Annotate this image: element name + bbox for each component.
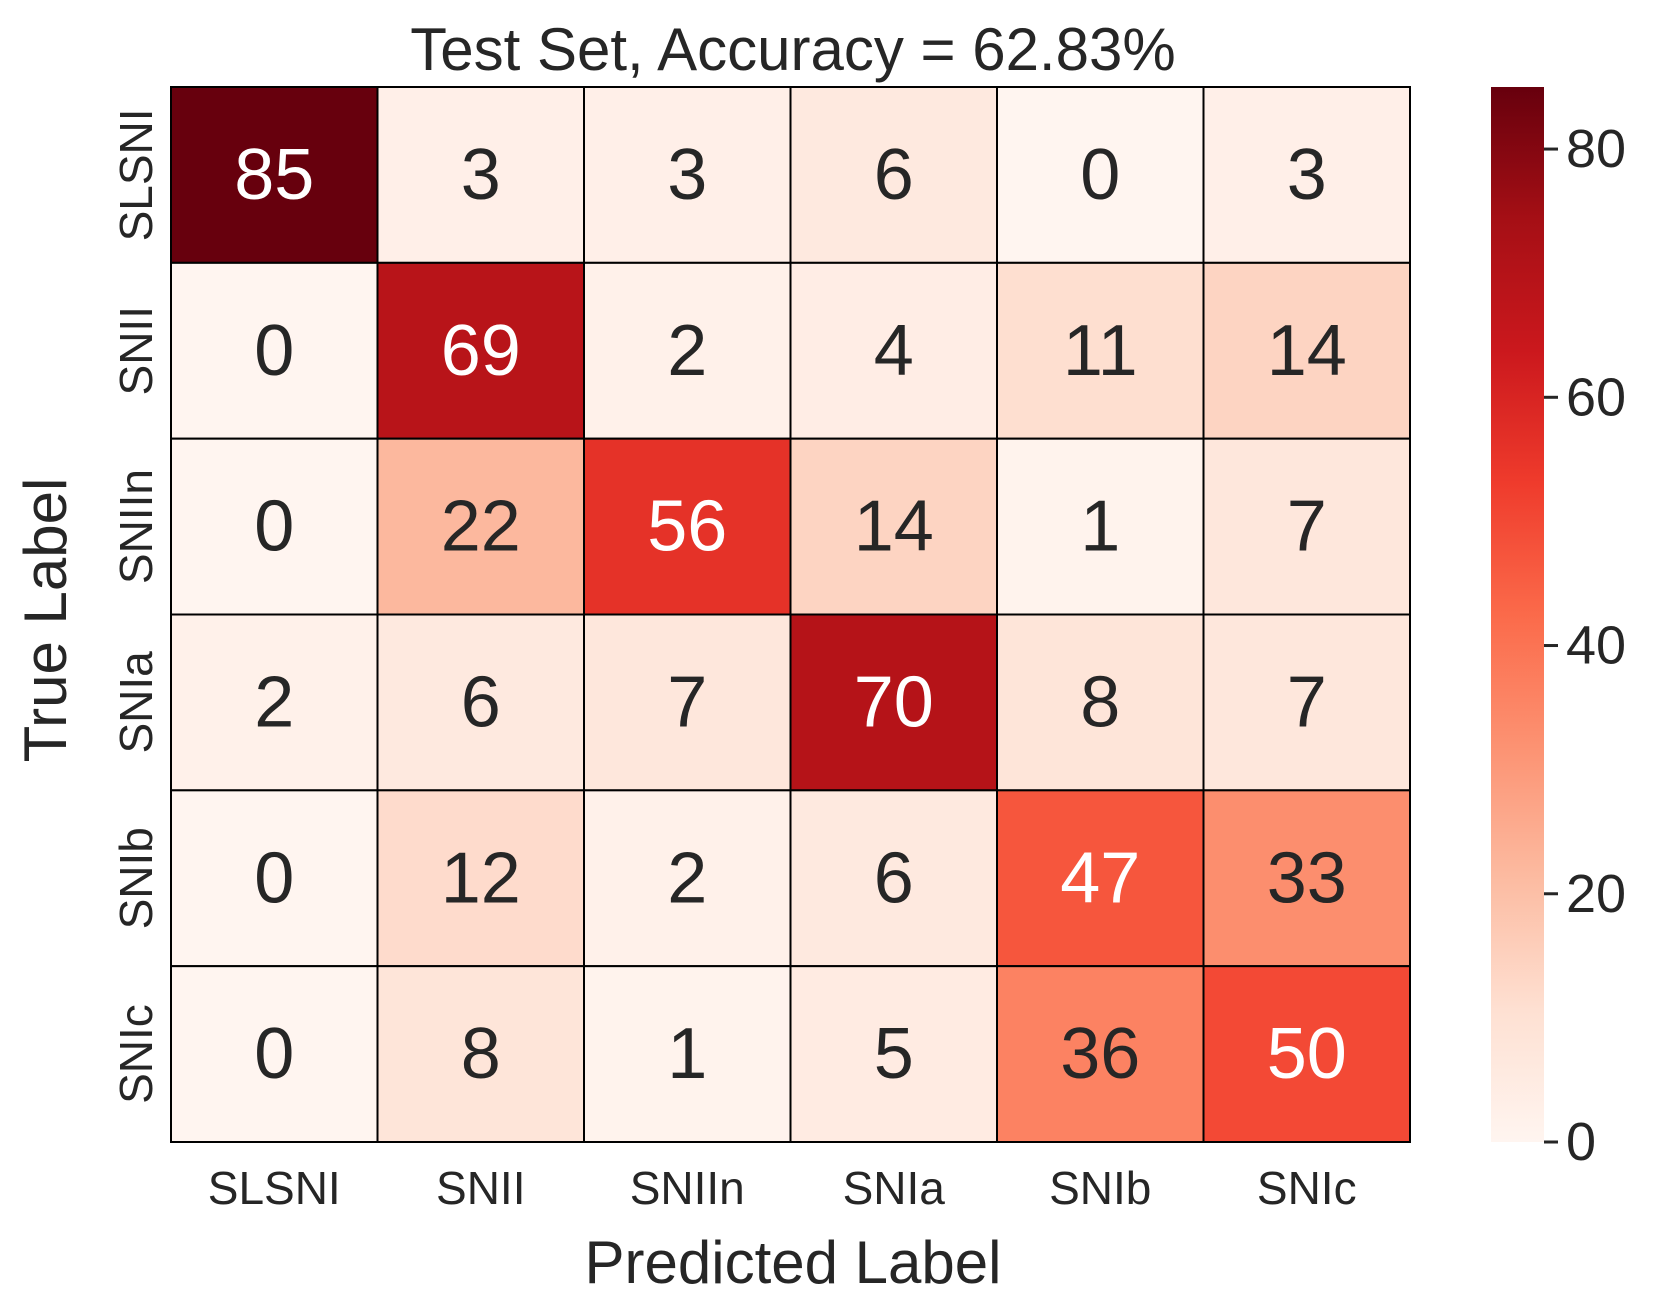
cell-SLSNI-SLSNI bbox=[170, 86, 379, 264]
cell-value-SNIa-SNIIn: 7 bbox=[667, 662, 707, 742]
cell-SLSNI-SNIIn bbox=[583, 86, 792, 264]
heatmap-cell-labels: 85 3 3 6 0 30 69 2 4 11 140 22 56 14 1 72 6 7 70 8 70 12 2 6 47 3… bbox=[234, 135, 1347, 1094]
cell-value-SLSNI-SNIb: 0 bbox=[1080, 135, 1120, 215]
cell-value-SNIa-SNIb: 8 bbox=[1080, 662, 1120, 742]
y-tick-SNIb: SNIb bbox=[110, 827, 162, 929]
cell-value-SNIc-SNIb: 36 bbox=[1060, 1014, 1140, 1094]
cell-SNII-SNIc bbox=[1202, 261, 1411, 440]
cell-SLSNI-SNIa bbox=[789, 86, 998, 264]
cell-value-SNIa-SLSNI: 2 bbox=[254, 662, 294, 742]
cell-SNIc-SNIc bbox=[1202, 965, 1411, 1144]
colorbar-tick-label-40: 40 bbox=[1566, 616, 1626, 676]
x-tick-SNIb: SNIb bbox=[1049, 1162, 1151, 1214]
cell-SNIa-SNIb bbox=[996, 613, 1205, 792]
cell-SNIa-SNIa bbox=[789, 613, 998, 792]
colorbar-tick-label-0: 0 bbox=[1566, 1112, 1596, 1172]
cell-SNIa-SLSNI bbox=[170, 613, 379, 792]
y-tick-SNII: SNII bbox=[110, 306, 162, 395]
cell-value-SNII-SNIb: 11 bbox=[1063, 311, 1138, 391]
cell-value-SLSNI-SNIc: 3 bbox=[1287, 135, 1327, 215]
cell-SLSNI-SNIb bbox=[996, 86, 1205, 264]
cell-value-SNIIn-SNIc: 7 bbox=[1287, 487, 1327, 567]
cell-SNIa-SNII bbox=[376, 613, 585, 792]
x-axis-label: Predicted Label bbox=[585, 1229, 1002, 1296]
cell-value-SLSNI-SNIa: 6 bbox=[874, 135, 914, 215]
cell-value-SNIc-SLSNI: 0 bbox=[254, 1014, 294, 1094]
x-tick-SNIa: SNIa bbox=[843, 1162, 946, 1214]
colorbar-tick-label-80: 80 bbox=[1566, 119, 1626, 179]
cell-value-SNII-SLSNI: 0 bbox=[254, 311, 294, 391]
cell-value-SNIb-SNII: 12 bbox=[441, 838, 521, 918]
cell-value-SNIb-SNIb: 47 bbox=[1060, 838, 1140, 918]
x-tick-SNIc: SNIc bbox=[1257, 1162, 1357, 1214]
cell-SNIb-SNIc bbox=[1202, 789, 1411, 968]
y-tick-SNIc: SNIc bbox=[110, 1004, 162, 1104]
colorbar bbox=[1491, 87, 1544, 1142]
cell-SNIc-SNIb bbox=[996, 965, 1205, 1144]
cell-SNIIn-SNIa bbox=[789, 437, 998, 616]
heatmap-cells bbox=[170, 86, 1411, 1144]
cell-value-SLSNI-SNII: 3 bbox=[461, 135, 501, 215]
cell-SNIIn-SNIb bbox=[996, 437, 1205, 616]
cell-value-SNIc-SNIa: 5 bbox=[874, 1014, 914, 1094]
chart-title: Test Set, Accuracy = 62.83% bbox=[410, 16, 1175, 83]
cell-value-SNIc-SNIIn: 1 bbox=[667, 1014, 707, 1094]
cell-value-SNIa-SNII: 6 bbox=[461, 662, 501, 742]
y-axis-ticks: SLSNI SNII SNIIn SNIa SNIb SNIc bbox=[110, 108, 162, 1103]
cell-SLSNI-SNIc bbox=[1202, 86, 1411, 264]
cell-SNIa-SNIIn bbox=[583, 613, 792, 792]
cell-SLSNI-SNII bbox=[376, 86, 585, 264]
y-axis-label: True Label bbox=[12, 478, 79, 763]
cell-value-SLSNI-SLSNI: 85 bbox=[234, 135, 314, 215]
cell-value-SNIb-SLSNI: 0 bbox=[254, 838, 294, 918]
cell-SNIb-SNIb bbox=[996, 789, 1205, 968]
cell-value-SNIa-SNIc: 7 bbox=[1287, 662, 1327, 742]
x-tick-SNIIn: SNIIn bbox=[630, 1162, 745, 1214]
cell-value-SNIIn-SLSNI: 0 bbox=[254, 487, 294, 567]
cell-SNIb-SLSNI bbox=[170, 789, 379, 968]
cell-value-SNIIn-SNIIn: 56 bbox=[647, 487, 727, 567]
cell-value-SNII-SNII: 69 bbox=[441, 311, 521, 391]
cell-SNII-SNII bbox=[376, 261, 585, 440]
cell-value-SNIIn-SNIb: 1 bbox=[1080, 487, 1120, 567]
cell-SNIc-SLSNI bbox=[170, 965, 379, 1144]
cell-value-SNIIn-SNIa: 14 bbox=[854, 487, 934, 567]
y-tick-SNIa: SNIa bbox=[110, 651, 162, 754]
colorbar-tick-label-20: 20 bbox=[1566, 864, 1626, 924]
cell-value-SNII-SNIa: 4 bbox=[874, 311, 914, 391]
cell-value-SNIc-SNIc: 50 bbox=[1267, 1014, 1347, 1094]
cell-value-SNIc-SNII: 8 bbox=[461, 1014, 501, 1094]
cell-SNIb-SNIa bbox=[789, 789, 998, 968]
cell-value-SNIa-SNIa: 70 bbox=[854, 662, 934, 742]
x-tick-SLSNI: SLSNI bbox=[208, 1162, 341, 1214]
cell-SNIc-SNIa bbox=[789, 965, 998, 1144]
cell-value-SNIb-SNIc: 33 bbox=[1267, 838, 1347, 918]
cell-SNIIn-SNIIn bbox=[583, 437, 792, 616]
x-tick-SNII: SNII bbox=[436, 1162, 525, 1214]
cell-SNIb-SNIIn bbox=[583, 789, 792, 968]
cell-value-SNII-SNIc: 14 bbox=[1267, 311, 1347, 391]
cell-SNII-SNIa bbox=[789, 261, 998, 440]
cell-value-SNIb-SNIIn: 2 bbox=[667, 838, 707, 918]
x-axis-ticks: SLSNI SNII SNIIn SNIa SNIb SNIc bbox=[208, 1162, 1357, 1214]
cell-SNIa-SNIc bbox=[1202, 613, 1411, 792]
y-tick-SLSNI: SLSNI bbox=[110, 108, 162, 241]
cell-SNIIn-SLSNI bbox=[170, 437, 379, 616]
y-tick-SNIIn: SNIIn bbox=[110, 469, 162, 584]
cell-value-SNII-SNIIn: 2 bbox=[667, 311, 707, 391]
cell-value-SNIIn-SNII: 22 bbox=[441, 487, 521, 567]
cell-value-SNIb-SNIa: 6 bbox=[874, 838, 914, 918]
colorbar-tick-label-60: 60 bbox=[1566, 367, 1626, 427]
cell-SNIIn-SNIc bbox=[1202, 437, 1411, 616]
cell-value-SLSNI-SNIIn: 3 bbox=[667, 135, 707, 215]
cell-SNIIn-SNII bbox=[376, 437, 585, 616]
colorbar-ticks: 0 20 40 60 80 bbox=[1544, 119, 1626, 1172]
